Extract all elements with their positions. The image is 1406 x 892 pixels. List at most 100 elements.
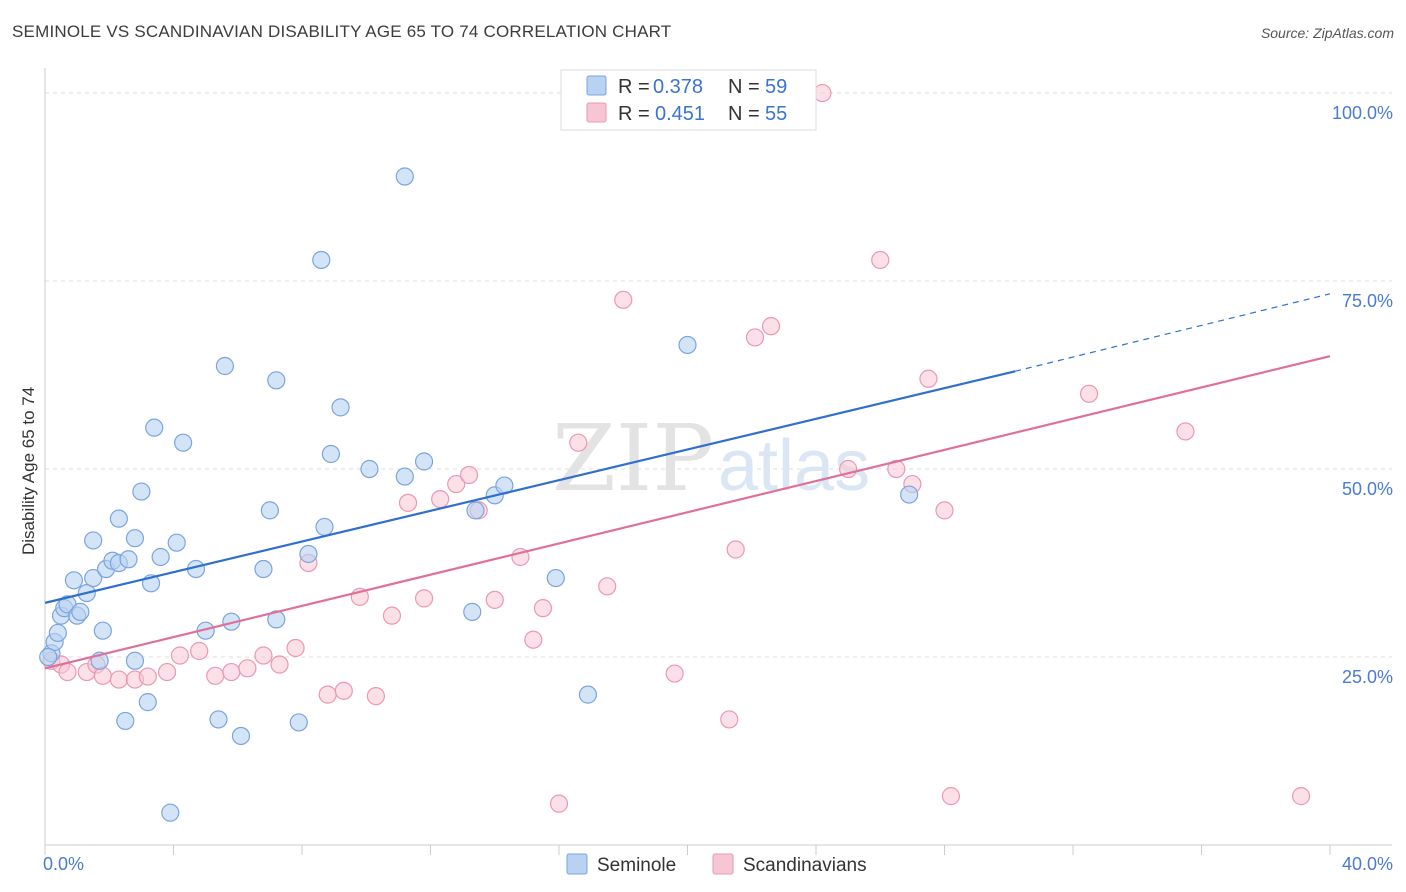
seminole-point <box>395 167 414 186</box>
seminole-point <box>900 485 919 504</box>
seminole-point <box>84 531 103 550</box>
scandinavians-trend-line <box>44 355 1331 670</box>
seminole-point <box>260 501 279 520</box>
seminole-trend-extension <box>1015 293 1331 372</box>
legend-r-label-seminole: R = <box>618 76 650 98</box>
seminole-point <box>331 398 350 417</box>
seminole-point <box>267 610 286 629</box>
seminole-point <box>109 509 128 528</box>
scandinavians-point <box>431 489 450 509</box>
scandinavians-point <box>459 465 479 485</box>
seminole-point <box>125 529 145 548</box>
seminole-point <box>145 418 164 437</box>
seminole-point <box>209 710 228 729</box>
scandinavians-point <box>941 787 961 806</box>
scandinavians-point <box>1079 384 1099 403</box>
legend-r-label-scandinavians: R = <box>618 103 650 125</box>
scandinavians-point <box>190 641 209 661</box>
seminole-point <box>116 711 135 731</box>
seminole-point <box>161 803 180 822</box>
seminole-point <box>119 550 138 569</box>
scandinavians-point <box>109 670 128 689</box>
legend-swatch-scandinavians <box>586 102 607 123</box>
scandinavians-point <box>524 630 543 649</box>
scandinavians-point <box>614 290 633 309</box>
legend-swatch-seminole <box>586 75 607 96</box>
seminole-point <box>463 602 482 621</box>
scandinavians-point <box>935 501 954 520</box>
seminole-point <box>414 452 434 471</box>
seminole-point <box>231 726 251 746</box>
seminole-point <box>39 647 58 667</box>
seminole-point <box>267 371 286 390</box>
bottom-legend-swatch-scandinavians <box>712 853 734 875</box>
x-tick-label: 40.0% <box>1342 854 1393 874</box>
seminole-point <box>151 547 170 567</box>
seminole-point <box>312 250 331 270</box>
top-legend: R = 0.378 N = 59 R = 0.451 N = 55 <box>560 69 817 131</box>
scandinavians-point <box>533 599 553 618</box>
scandinavians-point <box>93 666 112 685</box>
scandinavians-point <box>157 662 177 682</box>
scandinavians-point <box>254 646 273 665</box>
scandinavians-point <box>286 638 305 658</box>
tick-labels: 25.0% 50.0% 75.0% 100.0% 0.0% 40.0% <box>43 103 1393 874</box>
seminole-point <box>174 433 193 452</box>
y-tick-label: 100.0% <box>1332 103 1393 123</box>
seminole-point <box>48 623 67 643</box>
seminole-point <box>84 568 103 588</box>
scandinavians-point <box>398 493 418 512</box>
bottom-legend: Seminole Scandinavians <box>566 853 867 876</box>
seminole-point <box>299 544 318 564</box>
bottom-legend-swatch-seminole <box>566 853 588 875</box>
scandinavians-point <box>720 710 739 729</box>
scandinavians-point <box>334 681 353 700</box>
scandinavians-point <box>569 433 588 452</box>
legend-n-value-scandinavians: 55 <box>765 103 787 125</box>
legend-r-value-seminole: 0.378 <box>653 76 703 98</box>
grid-lines <box>45 92 1392 658</box>
seminole-point <box>546 568 565 588</box>
seminole-point <box>289 713 308 732</box>
seminole-point <box>132 482 151 501</box>
seminole-trend-line <box>44 370 1016 604</box>
scandinavians-point <box>1176 422 1195 441</box>
scandinavians-point <box>726 540 745 559</box>
scandinavians-point <box>919 369 938 388</box>
seminole-point <box>64 571 84 590</box>
seminole-point <box>138 693 157 712</box>
legend-n-label-scandinavians: N = <box>728 103 760 125</box>
scandinavians-point <box>761 317 781 336</box>
seminole-point <box>578 685 598 704</box>
scandinavians-point <box>549 794 569 813</box>
axes <box>44 68 1392 855</box>
chart-title: SEMINOLE VS SCANDINAVIAN DISABILITY AGE … <box>12 22 672 41</box>
seminole-point <box>125 651 145 670</box>
seminole-point <box>254 559 273 579</box>
scandinavians-point <box>1291 787 1311 806</box>
scandinavians-point <box>270 655 289 674</box>
scandinavians-point <box>414 589 434 608</box>
trend-lines <box>44 293 1331 670</box>
y-tick-label: 75.0% <box>1342 291 1393 311</box>
scandinavians-point <box>206 666 225 685</box>
scandinavians-point <box>366 687 385 706</box>
legend-r-value-scandinavians: 0.451 <box>655 103 705 125</box>
seminole-point <box>71 602 90 621</box>
watermark-zip: ZIP <box>552 405 714 512</box>
scandinavians-point <box>170 646 190 665</box>
seminole-point <box>167 533 186 552</box>
source-label: Source: ZipAtlas.com <box>1260 25 1394 41</box>
scandinavians-point <box>665 664 684 683</box>
scandinavians-point <box>222 662 241 682</box>
scandinavians-point <box>598 577 617 596</box>
scandinavians-point <box>58 662 77 682</box>
scandinavians-point <box>485 590 504 609</box>
seminole-point <box>678 335 697 355</box>
seminole-points <box>39 167 919 822</box>
seminole-point <box>466 501 485 520</box>
y-tick-label: 25.0% <box>1342 667 1393 687</box>
scandinavians-point <box>745 328 765 347</box>
scandinavians-point <box>871 250 890 270</box>
